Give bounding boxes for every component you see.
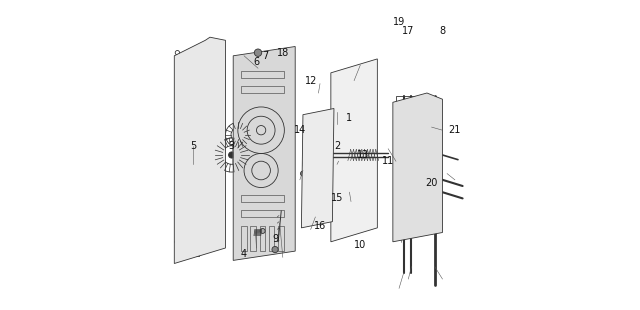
Text: 4: 4 xyxy=(241,249,247,259)
Polygon shape xyxy=(174,37,225,264)
Text: 17: 17 xyxy=(402,26,415,36)
Text: 19: 19 xyxy=(393,17,405,27)
Text: 18: 18 xyxy=(276,48,289,58)
Text: 3: 3 xyxy=(228,141,235,151)
Text: 8: 8 xyxy=(440,26,445,36)
Bar xyxy=(260,226,265,251)
Text: 2: 2 xyxy=(334,141,340,151)
Text: 13: 13 xyxy=(357,150,369,160)
Text: 14: 14 xyxy=(294,125,306,135)
Text: 10: 10 xyxy=(354,240,367,250)
Polygon shape xyxy=(331,59,378,242)
Bar xyxy=(241,195,284,202)
Bar xyxy=(241,86,284,93)
Bar xyxy=(241,226,246,251)
Polygon shape xyxy=(233,46,295,260)
Circle shape xyxy=(272,246,278,253)
Text: 9: 9 xyxy=(272,234,278,244)
Bar xyxy=(250,226,256,251)
Text: 15: 15 xyxy=(331,193,343,203)
Circle shape xyxy=(228,152,235,158)
Bar xyxy=(241,71,284,78)
Text: 5: 5 xyxy=(190,141,196,151)
Polygon shape xyxy=(393,93,442,242)
Bar xyxy=(180,240,199,256)
Bar xyxy=(396,96,436,108)
Circle shape xyxy=(260,228,265,233)
Text: 20: 20 xyxy=(426,178,438,188)
Text: 11: 11 xyxy=(382,156,394,166)
Circle shape xyxy=(254,49,262,56)
Text: 16: 16 xyxy=(314,221,326,231)
Text: 12: 12 xyxy=(305,76,317,86)
Text: 1: 1 xyxy=(346,113,353,123)
Polygon shape xyxy=(301,108,334,228)
Text: 21: 21 xyxy=(449,125,461,135)
Circle shape xyxy=(300,171,305,176)
Bar xyxy=(241,210,284,217)
Text: 7: 7 xyxy=(262,51,269,61)
Bar xyxy=(278,226,284,251)
Text: 6: 6 xyxy=(253,57,259,67)
Bar xyxy=(269,226,275,251)
